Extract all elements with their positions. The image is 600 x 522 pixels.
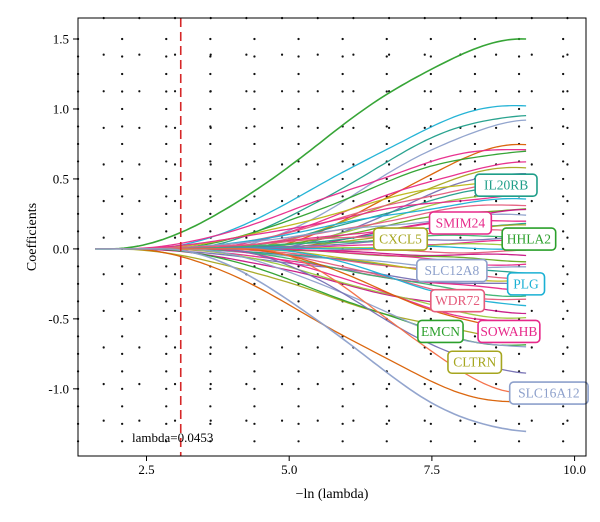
y-tick-label: -0.5 (48, 311, 69, 326)
gene-label-box (416, 258, 488, 283)
axis-ticks: 2.5 5.0 7.5 10.0 1.5 1.0 0.5 0.0 -0.5 -1.0 (48, 31, 586, 477)
gene-label-box (372, 227, 429, 251)
y-tick-label: 0.0 (53, 241, 69, 256)
x-tick-label: 5.0 (281, 462, 297, 477)
x-tick-label: 2.5 (138, 462, 154, 477)
gene-label: SLC16A12 (518, 386, 580, 401)
y-tick-label: 1.0 (53, 101, 69, 116)
y-tick-label: 1.5 (53, 31, 69, 46)
gene-label-box (447, 350, 503, 375)
y-axis-label: Coefficients (25, 203, 40, 271)
coefficient-path (95, 193, 527, 250)
gene-label-box (428, 211, 493, 235)
gene-label-box (508, 381, 589, 405)
coefficient-path (95, 248, 527, 433)
gene-label: CLTRN (453, 355, 496, 370)
gene-label-box (477, 319, 541, 344)
gene-label-box (474, 173, 538, 198)
gene-label: CXCL5 (379, 232, 422, 247)
coefficient-path (95, 148, 527, 250)
gene-label-box (501, 227, 557, 251)
gene-labels: IL20RB SMIM24 CXCL5 HHLA2 SLC12A8 PLG WDR72 EMC… (372, 173, 589, 405)
gene-label: SOWAHB (480, 324, 537, 339)
gene-label: IL20RB (484, 178, 528, 193)
gene-label: HHLA2 (507, 232, 551, 247)
y-tick-label: -1.0 (48, 381, 69, 396)
gene-label: SMIM24 (436, 216, 486, 231)
x-tick-label: 10.0 (563, 462, 586, 477)
x-axis-label: −ln (lambda) (296, 487, 369, 502)
y-tick-label: 0.5 (53, 171, 69, 186)
x-tick-label: 7.5 (424, 462, 440, 477)
lambda-marker: lambda=0.0453 (132, 18, 213, 456)
gene-label-box (506, 272, 546, 296)
gene-label-box (417, 319, 464, 344)
gene-label: EMCN (421, 324, 460, 339)
gene-label-box (430, 288, 486, 313)
lambda-label: lambda=0.0453 (132, 430, 213, 445)
gene-label: SLC12A8 (424, 263, 479, 278)
gene-label: WDR72 (435, 293, 480, 308)
coefficient-path (95, 38, 527, 250)
plot-border (77, 17, 587, 457)
gene-label: PLG (513, 276, 539, 291)
coefficient-path (95, 248, 527, 403)
